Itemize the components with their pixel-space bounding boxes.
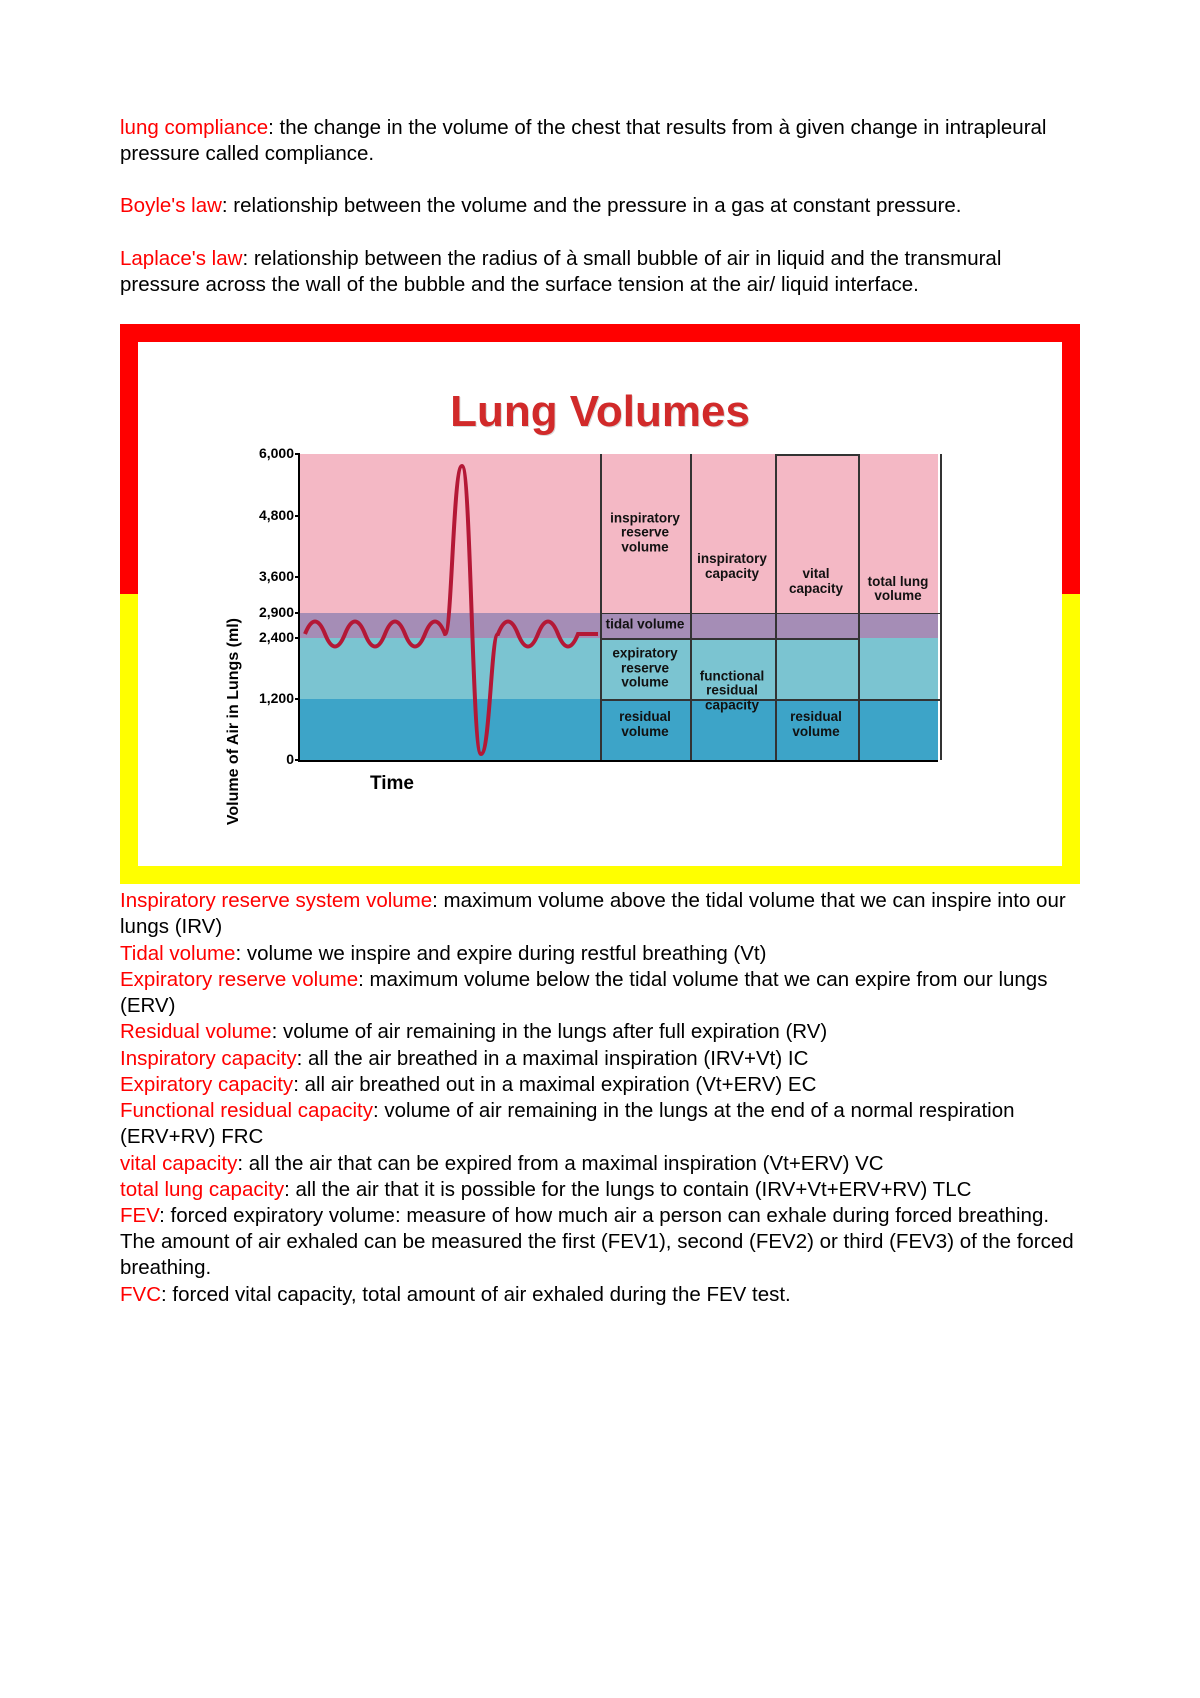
ytick-mark	[295, 759, 300, 761]
definition-term: Expiratory reserve volume	[120, 968, 358, 991]
definition-line: total lung capacity: all the air that it…	[120, 1177, 1080, 1203]
volume-label: tidal volume	[605, 618, 685, 633]
definition-line: FVC: forced vital capacity, total amount…	[120, 1282, 1080, 1308]
ytick-mark	[295, 612, 300, 614]
definition-line: Residual volume: volume of air remaining…	[120, 1019, 1080, 1045]
ytick-label: 4,800	[248, 507, 294, 525]
definitions-list: Inspiratory reserve system volume: maxim…	[120, 888, 1080, 1308]
definition-body: : all air breathed out in a maximal expi…	[293, 1073, 816, 1096]
definition-term: Tidal volume	[120, 942, 235, 965]
term-laplaces-law: Laplace's law	[120, 247, 242, 270]
para-lung-compliance: lung compliance: the change in the volum…	[120, 115, 1080, 167]
ytick-label: 2,400	[248, 629, 294, 647]
definition-term: Inspiratory reserve system volume	[120, 889, 432, 912]
ytick-mark	[295, 453, 300, 455]
definition-line: Expiratory capacity: all air breathed ou…	[120, 1072, 1080, 1098]
ytick-label: 1,200	[248, 690, 294, 708]
definition-body: : all the air that can be expired from a…	[237, 1152, 883, 1175]
volume-label: expiratory reserve volume	[605, 646, 685, 691]
grid-hline	[600, 638, 858, 640]
body-boyles-law: : relationship between the volume and th…	[222, 194, 962, 217]
definition-term: Functional residual capacity	[120, 1099, 373, 1122]
definition-line: Expiratory reserve volume: maximum volum…	[120, 967, 1080, 1019]
body-laplaces-law: : relationship between the radius of à s…	[120, 247, 1001, 296]
definition-body: : forced vital capacity, total amount of…	[161, 1283, 791, 1306]
ytick-label: 3,600	[248, 568, 294, 586]
x-axis-label: Time	[370, 772, 414, 796]
ytick-label: 2,900	[248, 604, 294, 622]
definition-term: FVC	[120, 1283, 161, 1306]
lung-volumes-diagram: Lung Volumes Volume of Air in Lungs (ml)…	[120, 324, 1080, 884]
definition-term: FEV	[120, 1204, 159, 1227]
definition-line: vital capacity: all the air that can be …	[120, 1151, 1080, 1177]
chart-title: Lung Volumes	[138, 384, 1062, 440]
ytick-mark	[295, 698, 300, 700]
volume-label: inspiratory capacity	[692, 552, 772, 582]
definition-body: : all the air that it is possible for th…	[284, 1178, 971, 1201]
volume-label: residual volume	[776, 710, 856, 740]
diagram-inner: Lung Volumes Volume of Air in Lungs (ml)…	[138, 342, 1062, 866]
definition-line: Inspiratory reserve system volume: maxim…	[120, 888, 1080, 940]
y-axis-label: Volume of Air in Lungs (ml)	[224, 618, 244, 825]
volume-label: functional residual capacity	[692, 669, 772, 714]
definition-body: : volume of air remaining in the lungs a…	[272, 1020, 828, 1043]
volume-label: residual volume	[605, 710, 685, 740]
definition-term: vital capacity	[120, 1152, 237, 1175]
column-divider	[858, 454, 860, 760]
definition-term: Inspiratory capacity	[120, 1047, 297, 1070]
definition-line: Functional residual capacity: volume of …	[120, 1098, 1080, 1150]
definition-line: FEV: forced expiratory volume: measure o…	[120, 1203, 1080, 1282]
column-divider	[940, 454, 942, 760]
term-lung-compliance: lung compliance	[120, 116, 268, 139]
ytick-label: 0	[248, 752, 294, 770]
para-boyles-law: Boyle's law: relationship between the vo…	[120, 193, 1080, 219]
definition-term: Residual volume	[120, 1020, 272, 1043]
column-divider	[690, 454, 692, 760]
plot-area: 01,2002,4002,9003,6004,8006,000inspirato…	[298, 454, 938, 762]
ytick-label: 6,000	[248, 446, 294, 464]
definition-line: Tidal volume: volume we inspire and expi…	[120, 941, 1080, 967]
volume-label: vital capacity	[776, 567, 856, 597]
definition-body: : forced expiratory volume: measure of h…	[120, 1204, 1074, 1279]
definition-line: Inspiratory capacity: all the air breath…	[120, 1046, 1080, 1072]
term-boyles-law: Boyle's law	[120, 194, 222, 217]
volume-label: total lung volume	[858, 575, 938, 605]
definition-term: total lung capacity	[120, 1178, 284, 1201]
document-body: lung compliance: the change in the volum…	[120, 115, 1080, 1308]
volume-label: inspiratory reserve volume	[605, 511, 685, 556]
definition-body: : all the air breathed in a maximal insp…	[297, 1047, 809, 1070]
grid-hline	[775, 454, 858, 456]
para-laplaces-law: Laplace's law: relationship between the …	[120, 246, 1080, 298]
ytick-mark	[295, 576, 300, 578]
spirogram-trace	[300, 454, 600, 760]
column-divider	[600, 454, 602, 760]
plot-wrap: Volume of Air in Lungs (ml) Time 01,2002…	[240, 454, 960, 794]
definition-term: Expiratory capacity	[120, 1073, 293, 1096]
ytick-mark	[295, 515, 300, 517]
definition-body: : volume we inspire and expire during re…	[235, 942, 766, 965]
grid-hline	[600, 613, 940, 615]
ytick-mark	[295, 637, 300, 639]
